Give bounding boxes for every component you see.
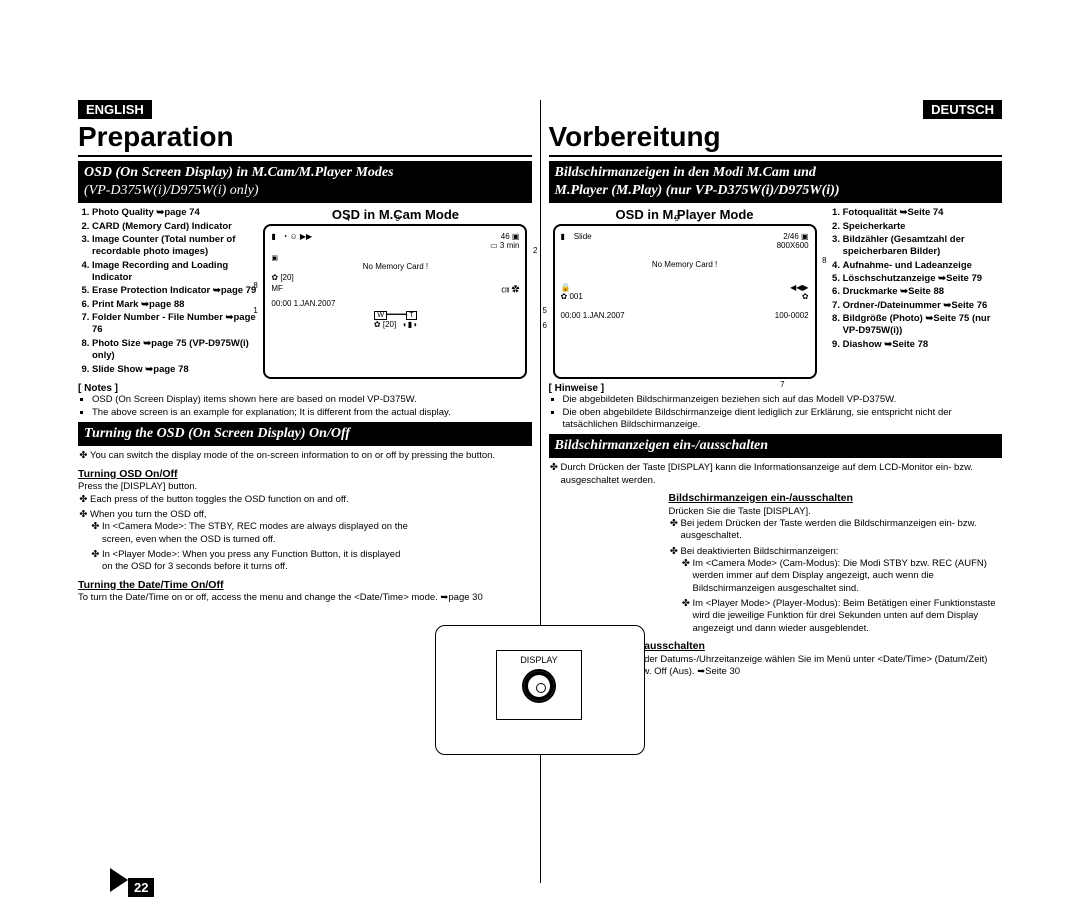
note-item: The above screen is an example for expla…: [92, 407, 532, 419]
legend-item: CARD (Memory Card) Indicator: [92, 221, 259, 233]
legend-item: Erase Protection Indicator ➥page 79: [92, 285, 259, 297]
legend-de: Fotoqualität ➥Seite 74 Speicherkarte Bil…: [821, 207, 1002, 379]
osd-file: 100-0002: [775, 311, 809, 320]
section1-line1-en: OSD (On Screen Display) in M.Cam/M.Playe…: [84, 165, 394, 180]
list-item: Bei jedem Drücken der Taste werden die B…: [681, 518, 1003, 543]
osd-val: [20]: [280, 273, 293, 282]
sub2-txt-en: To turn the Date/Time on or off, access …: [78, 592, 532, 604]
list-item: In <Player Mode>: When you press any Fun…: [102, 549, 412, 574]
manual-page: ENGLISH Preparation OSD (On Screen Displ…: [0, 0, 1080, 913]
legend-item: Bildzähler (Gesamtzahl der speicherbaren…: [843, 234, 1002, 259]
list-item: In <Camera Mode>: The STBY, REC modes ar…: [102, 521, 412, 546]
english-column: ENGLISH Preparation OSD (On Screen Displ…: [70, 100, 540, 883]
list-item: Im <Camera Mode> (Cam-Modus): Die Modi S…: [693, 558, 1003, 595]
lang-badge-en: ENGLISH: [78, 100, 152, 119]
callout: 1: [253, 306, 257, 315]
section2-en: Turning the OSD (On Screen Display) On/O…: [78, 422, 532, 446]
legend-item: Speicherkarte: [843, 221, 1002, 233]
lang-badge-de: DEUTSCH: [923, 100, 1002, 119]
sub1-de: Bildschirmanzeigen ein-/ausschalten: [669, 492, 1003, 506]
section1-line1-de: Bildschirmanzeigen in den Modi M.Cam und: [555, 165, 816, 180]
sub1-en: Turning OSD On/Off: [78, 468, 532, 482]
callout: 4: [345, 214, 349, 223]
legend-item: Photo Size ➥page 75 (VP-D975W(i) only): [92, 338, 259, 363]
callout: 3: [395, 214, 399, 223]
callout: 8: [822, 256, 826, 265]
sub1-press-de: Drücken Sie die Taste [DISPLAY].: [669, 506, 1003, 518]
list-item: Im <Player Mode> (Player-Modus): Beim Be…: [693, 598, 1003, 635]
intro-en: You can switch the display mode of the o…: [90, 450, 532, 462]
osd-screen-en: 4 3 2 8 1 ▮ ◔ ☺ ▶▶46 ▣ ▭ 3 min ▣ No Memo…: [263, 224, 527, 379]
callout: 6: [543, 321, 547, 330]
sub1-press-en: Press the [DISPLAY] button.: [78, 481, 532, 493]
note-item: OSD (On Screen Display) items shown here…: [92, 394, 532, 406]
osd-res: 800X600: [777, 241, 809, 250]
display-label: DISPLAY: [520, 655, 557, 665]
legend-item: Image Recording and Loading Indicator: [92, 260, 259, 285]
osd-count: 2/46: [783, 232, 799, 241]
legend-en: Photo Quality ➥page 74 CARD (Memory Card…: [78, 207, 259, 379]
notes-head-en: [ Notes ]: [78, 383, 532, 394]
zoom-t: T: [406, 311, 416, 320]
osd-box-de: OSD in M.Player Mode 9 8 5 6 7 ▮ Slide2/…: [549, 207, 821, 379]
legend-item: Print Mark ➥page 88: [92, 299, 259, 311]
osd-slide: Slide: [574, 232, 592, 241]
note-item: Die abgebildeten Bildschirmanzeigen bezi…: [563, 394, 1003, 406]
note-item: Die oben abgebildete Bildschirmanzeige d…: [563, 407, 1003, 431]
osd-val: [20]: [383, 320, 396, 329]
legend-item: Slide Show ➥page 78: [92, 364, 259, 376]
legend-item: Druckmarke ➥Seite 88: [843, 286, 1002, 298]
display-button-icon: [522, 669, 556, 703]
legend-item: Aufnahme- und Ladeanzeige: [843, 260, 1002, 272]
legend-item: Photo Quality ➥page 74: [92, 207, 259, 219]
legend-item: Löschschutzanzeige ➥Seite 79: [843, 273, 1002, 285]
zoom-w: W: [374, 311, 387, 320]
callout: 7: [780, 380, 784, 389]
page-number: 22: [110, 868, 154, 897]
title-de: Vorbereitung: [549, 121, 1003, 157]
osd-nomem: No Memory Card !: [561, 260, 809, 269]
legend-item: Bildgröße (Photo) ➥Seite 75 (nur VP-D975…: [843, 313, 1002, 338]
section1-line2-en: (VP-D375W(i)/D975W(i) only): [84, 183, 259, 198]
legend-item: Folder Number - File Number ➥page 76: [92, 312, 259, 337]
german-column: DEUTSCH Vorbereitung Bildschirmanzeigen …: [541, 100, 1011, 883]
display-button-illustration: DISPLAY: [435, 625, 645, 755]
osd-nomem: No Memory Card !: [271, 262, 519, 271]
title-en: Preparation: [78, 121, 532, 157]
osd-title-de: OSD in M.Player Mode: [549, 207, 821, 222]
intro-de: Durch Drücken der Taste [DISPLAY] kann d…: [561, 462, 1003, 487]
section1-line2-de: M.Player (M.Play) (nur VP-D375W(i)/D975W…: [555, 183, 840, 198]
legend-item: Ordner-/Dateinummer ➥Seite 76: [843, 300, 1002, 312]
osd-datetime: 00:00 1.JAN.2007: [271, 299, 335, 308]
section2-de: Bildschirmanzeigen ein-/ausschalten: [549, 434, 1003, 458]
legend-item: Diashow ➥Seite 78: [843, 339, 1002, 351]
callout: 2: [533, 246, 537, 255]
notes-en: OSD (On Screen Display) items shown here…: [78, 394, 532, 419]
page-number-value: 22: [128, 878, 154, 897]
callout: 9: [675, 214, 679, 223]
notes-head-de: [ Hinweise ]: [549, 383, 1003, 394]
list-item: Bei deaktivierten Bildschirmanzeigen:: [681, 546, 839, 557]
section1-en: OSD (On Screen Display) in M.Cam/M.Playe…: [78, 161, 532, 203]
osd-screen-de: 9 8 5 6 7 ▮ Slide2/46 ▣ 800X600 No Memor…: [553, 224, 817, 379]
list-item: Each press of the button toggles the OSD…: [90, 494, 412, 506]
osd-num: 001: [569, 292, 582, 301]
osd-time: 3 min: [500, 241, 520, 250]
legend-item: Fotoqualität ➥Seite 74: [843, 207, 1002, 219]
osd-box-en: OSD in M.Cam Mode 4 3 2 8 1 ▮ ◔ ☺ ▶▶46 ▣…: [259, 207, 531, 379]
section1-de: Bildschirmanzeigen in den Modi M.Cam und…: [549, 161, 1003, 203]
notes-de: Die abgebildeten Bildschirmanzeigen bezi…: [549, 394, 1003, 431]
callout: 5: [543, 306, 547, 315]
osd-datetime: 00:00 1.JAN.2007: [561, 311, 625, 320]
osd-count: 46: [501, 232, 510, 241]
sub2-en: Turning the Date/Time On/Off: [78, 579, 532, 593]
list-item: When you turn the OSD off,: [90, 509, 207, 520]
legend-item: Image Counter (Total number of recordabl…: [92, 234, 259, 259]
callout: 8: [253, 281, 257, 290]
